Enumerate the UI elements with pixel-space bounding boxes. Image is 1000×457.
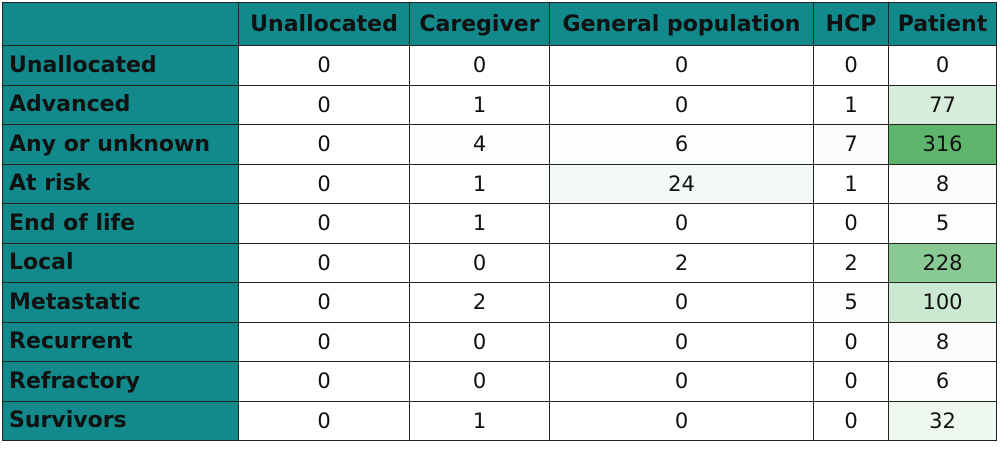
column-header: Patient <box>888 2 997 46</box>
table-row: Unallocated 0 0 0 0 0 <box>2 45 997 86</box>
value-cell: 0 <box>238 203 410 244</box>
value-cell: 0 <box>549 84 814 125</box>
value-cell: 0 <box>409 361 550 402</box>
value-cell: 4 <box>409 124 550 165</box>
value-cell: 0 <box>813 321 889 362</box>
value-cell: 0 <box>238 84 410 125</box>
table-row: Refractory 0 0 0 0 6 <box>2 361 997 402</box>
value-cell: 0 <box>549 45 814 86</box>
value-cell: 100 <box>888 282 997 323</box>
value-cell: 1 <box>813 163 889 204</box>
value-cell: 0 <box>549 203 814 244</box>
row-label: Survivors <box>2 400 239 441</box>
value-cell: 0 <box>238 163 410 204</box>
value-cell: 1 <box>409 84 550 125</box>
value-cell: 1 <box>409 400 550 441</box>
value-cell: 0 <box>549 321 814 362</box>
value-cell: 2 <box>549 242 814 283</box>
value-cell: 0 <box>888 45 997 86</box>
table-row: Metastatic 0 2 0 5 100 <box>2 282 997 323</box>
value-cell: 0 <box>813 203 889 244</box>
value-cell: 0 <box>549 282 814 323</box>
value-cell: 77 <box>888 84 997 125</box>
value-cell: 0 <box>238 45 410 86</box>
value-cell: 5 <box>813 282 889 323</box>
value-cell: 8 <box>888 163 997 204</box>
value-cell: 0 <box>813 45 889 86</box>
value-cell: 1 <box>813 84 889 125</box>
value-cell: 5 <box>888 203 997 244</box>
value-cell: 8 <box>888 321 997 362</box>
value-cell: 0 <box>549 361 814 402</box>
value-cell: 7 <box>813 124 889 165</box>
table-row: Advanced 0 1 0 1 77 <box>2 84 997 125</box>
column-header: General population <box>549 2 814 46</box>
value-cell: 316 <box>888 124 997 165</box>
row-label: Metastatic <box>2 282 239 323</box>
value-cell: 0 <box>409 45 550 86</box>
value-cell: 228 <box>888 242 997 283</box>
value-cell: 32 <box>888 400 997 441</box>
value-cell: 0 <box>238 321 410 362</box>
column-header: HCP <box>813 2 889 46</box>
row-label: Any or unknown <box>2 124 239 165</box>
value-cell: 0 <box>238 124 410 165</box>
row-label: Unallocated <box>2 45 239 86</box>
row-label: Advanced <box>2 84 239 125</box>
value-cell: 0 <box>238 400 410 441</box>
value-cell: 0 <box>238 242 410 283</box>
column-header: Caregiver <box>409 2 550 46</box>
table-row: At risk 0 1 24 1 8 <box>2 163 997 204</box>
table-body: Unallocated 0 0 0 0 0 Advanced 0 1 0 1 77 Any or unk… <box>2 45 997 441</box>
row-label: Local <box>2 242 239 283</box>
corner-cell <box>2 2 239 46</box>
value-cell: 0 <box>409 321 550 362</box>
value-cell: 1 <box>409 203 550 244</box>
table-row: Local 0 0 2 2 228 <box>2 242 997 283</box>
header-row: Unallocated Caregiver General population HC… <box>2 2 997 46</box>
value-cell: 6 <box>888 361 997 402</box>
table-row: Any or unknown 0 4 6 7 316 <box>2 124 997 165</box>
value-cell: 0 <box>813 361 889 402</box>
row-label: At risk <box>2 163 239 204</box>
row-label: Refractory <box>2 361 239 402</box>
table-row: Survivors 0 1 0 0 32 <box>2 400 997 441</box>
table-row: Recurrent 0 0 0 0 8 <box>2 321 997 362</box>
value-cell: 2 <box>409 282 550 323</box>
value-cell: 0 <box>238 361 410 402</box>
table-row: End of life 0 1 0 0 5 <box>2 203 997 244</box>
data-table: Unallocated Caregiver General population HC… <box>2 2 997 441</box>
value-cell: 24 <box>549 163 814 204</box>
value-cell: 0 <box>813 400 889 441</box>
row-label: End of life <box>2 203 239 244</box>
value-cell: 2 <box>813 242 889 283</box>
column-header: Unallocated <box>238 2 410 46</box>
value-cell: 0 <box>238 282 410 323</box>
value-cell: 1 <box>409 163 550 204</box>
value-cell: 0 <box>549 400 814 441</box>
value-cell: 6 <box>549 124 814 165</box>
row-label: Recurrent <box>2 321 239 362</box>
value-cell: 0 <box>409 242 550 283</box>
